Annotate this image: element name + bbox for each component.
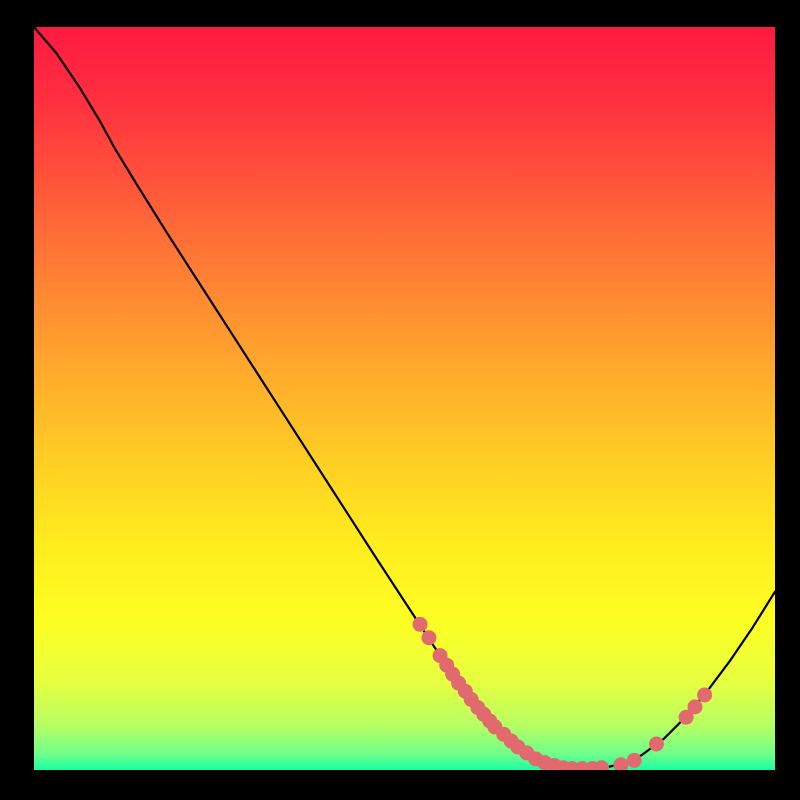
watermark-text: TheBottlenecker.com — [583, 6, 771, 29]
data-marker — [649, 737, 664, 752]
gradient-background — [34, 27, 775, 770]
data-marker — [627, 753, 642, 768]
data-marker — [687, 699, 702, 714]
data-marker — [413, 617, 428, 632]
bottleneck-chart — [34, 27, 775, 770]
data-marker — [697, 687, 712, 702]
data-marker — [421, 630, 436, 645]
chart-container — [34, 27, 775, 770]
